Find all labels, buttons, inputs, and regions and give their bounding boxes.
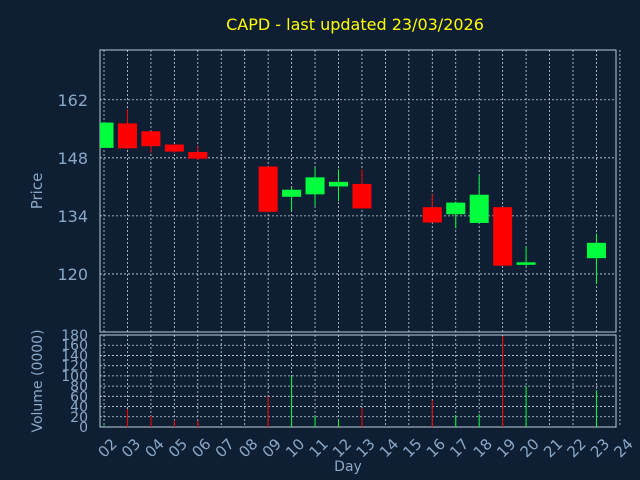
price-tick-label: 162 — [57, 91, 88, 110]
price-tick-label: 120 — [57, 265, 88, 284]
candle-body — [469, 194, 489, 223]
volume-tick-label: 180 — [61, 328, 88, 344]
candle-09 — [258, 166, 278, 213]
candle-16 — [422, 194, 442, 223]
candle-13 — [352, 169, 372, 209]
price-tick-label: 134 — [57, 207, 88, 226]
candle-body — [258, 166, 278, 212]
volume-tick-label: 0 — [79, 420, 88, 436]
price-panel: 120 134 148 162 Price — [28, 49, 621, 333]
volume-tick-label: 40 — [70, 400, 88, 416]
volume-tick-label: 160 — [61, 338, 88, 354]
volume-tick-label: 120 — [61, 359, 88, 375]
candle-23 — [586, 233, 606, 284]
volume-tick-label: 80 — [70, 379, 88, 395]
volume-tick-label: 100 — [61, 369, 88, 385]
price-axis-label: Price — [28, 173, 46, 210]
candle-20 — [516, 246, 536, 266]
candle-10 — [282, 187, 302, 211]
price-tick-label: 148 — [57, 149, 88, 168]
x-axis-label: Day — [334, 459, 362, 475]
price-panel-frame — [99, 49, 617, 333]
candle-body — [422, 207, 442, 223]
candle-05 — [164, 144, 184, 153]
candle-body — [516, 262, 536, 265]
candle-body — [117, 123, 137, 149]
candle-17 — [446, 201, 466, 229]
candle-body — [188, 152, 208, 159]
candle-body — [282, 189, 302, 197]
price-y-tick-labels: 120 134 148 162 — [57, 91, 88, 284]
volume-tick-label: 20 — [70, 410, 88, 426]
candle-body — [352, 183, 372, 209]
candle-19 — [493, 207, 513, 266]
volume-axis-label: Volume (0000) — [30, 329, 46, 432]
volume-tick-label: 140 — [61, 348, 88, 364]
candle-body — [100, 122, 114, 148]
volume-tick-label: 60 — [70, 389, 88, 405]
candle-03 — [117, 109, 137, 150]
candle-body — [493, 207, 513, 266]
candle-06 — [188, 146, 208, 160]
volume-gridlines — [100, 334, 621, 428]
candle-body — [141, 131, 161, 147]
candle-body — [329, 181, 348, 187]
candle-02 — [100, 121, 114, 148]
candle-body — [586, 242, 606, 259]
candle-11 — [305, 167, 325, 206]
x-tick-labels: 0203040506070809101112131415161718192021… — [95, 435, 637, 461]
candle-body — [164, 144, 184, 152]
candles — [100, 109, 606, 284]
candle-12 — [329, 169, 348, 201]
candle-04 — [141, 131, 161, 153]
candle-body — [446, 202, 466, 215]
candle-body — [305, 177, 325, 195]
candle-18 — [469, 175, 489, 223]
chart-title: CAPD - last updated 23/03/2026 — [226, 15, 484, 34]
volume-bars — [103, 336, 597, 427]
